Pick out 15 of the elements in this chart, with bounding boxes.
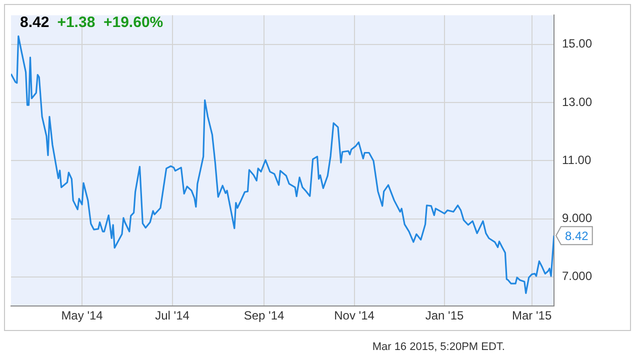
x-tick-label: Nov '14 <box>334 308 375 323</box>
y-tick-label: 13.00 <box>562 94 592 109</box>
x-tick-label: Mar '15 <box>512 308 552 323</box>
chart-subtitle: +1.38 +19.60% <box>57 14 164 31</box>
x-tick-label: Sep '14 <box>244 308 284 323</box>
annotation: 8.42 <box>565 228 589 243</box>
x-tick-label: Jan '15 <box>425 308 464 323</box>
y-tick-label: 9.000 <box>562 211 592 226</box>
y-tick-label: 7.000 <box>562 269 592 284</box>
x-tick-label: Jul '14 <box>155 308 190 323</box>
chart-title: 8.42 <box>20 14 50 31</box>
y-tick-label: 15.00 <box>562 36 592 51</box>
x-tick-label: May '14 <box>61 308 104 323</box>
text: Mar 16 2015, 5:20PM EDT. <box>372 341 505 353</box>
y-tick-label: 11.00 <box>562 152 592 167</box>
